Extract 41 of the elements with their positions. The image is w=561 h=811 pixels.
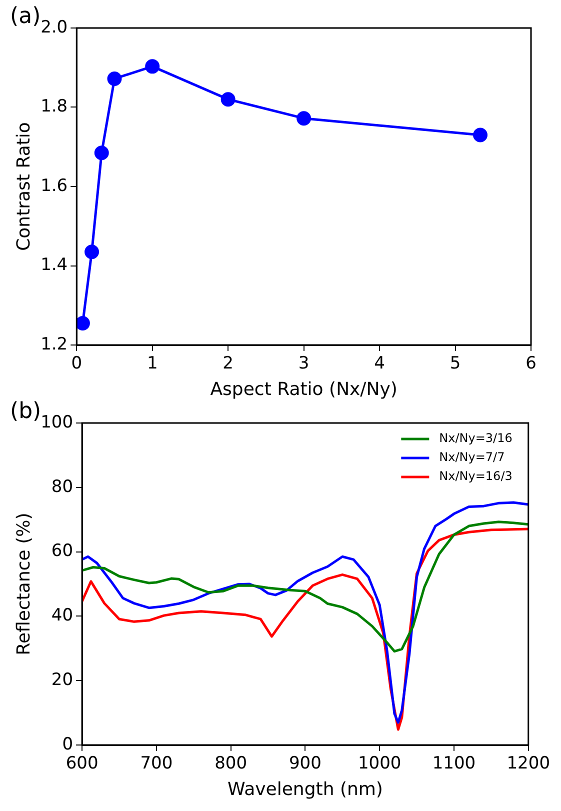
- x-tick-label: 1200: [506, 754, 550, 774]
- x-tick-label: 6: [526, 354, 536, 374]
- x-tick-label: 900: [288, 754, 322, 774]
- point: [296, 111, 312, 126]
- legend-label: Nx/Ny=7/7: [439, 450, 505, 464]
- point: [145, 59, 160, 74]
- x-tick-label: 2: [222, 354, 234, 374]
- y-tick-label: 80: [51, 476, 74, 497]
- y-tick-label: 1.8: [40, 96, 68, 117]
- x-axis-title: Aspect Ratio (Nx/Ny): [210, 378, 398, 400]
- y-tick-label: 100: [40, 412, 74, 432]
- point: [76, 316, 90, 330]
- x-tick-label: 1100: [432, 754, 476, 774]
- x-tick-label: 5: [450, 354, 461, 374]
- y-axis-title: Reflectance (%): [13, 512, 34, 656]
- point: [107, 71, 122, 86]
- y-tick-label: 0: [62, 734, 74, 754]
- y-tick-label: 40: [51, 606, 74, 626]
- chart-title: (b): [10, 399, 42, 424]
- point: [220, 92, 236, 107]
- x-tick-label: 1000: [358, 754, 402, 774]
- y-axis-title: Contrast Ratio: [13, 122, 34, 251]
- x-tick-label: 700: [140, 754, 173, 774]
- x-tick-label: 3: [298, 354, 310, 374]
- x-tick-label: 800: [214, 754, 248, 774]
- point: [473, 128, 488, 142]
- y-tick-label: 1.6: [40, 176, 68, 196]
- x-tick-label: 1: [146, 354, 158, 374]
- y-tick-label: 2.0: [40, 17, 68, 38]
- chart-title: (a): [10, 4, 41, 29]
- legend-label: Nx/Ny=3/16: [439, 431, 512, 446]
- y-tick-label: 20: [51, 670, 74, 690]
- point: [84, 244, 100, 260]
- x-tick-label: 4: [374, 354, 385, 374]
- point: [94, 146, 109, 160]
- legend-label: Nx/Ny=16/3: [439, 469, 512, 484]
- x-axis-title: Wavelength (nm): [227, 778, 383, 800]
- y-tick-label: 1.2: [40, 334, 68, 354]
- y-tick-label: 1.4: [40, 255, 68, 276]
- y-tick-label: 60: [51, 541, 74, 562]
- x-tick-label: 600: [66, 754, 98, 774]
